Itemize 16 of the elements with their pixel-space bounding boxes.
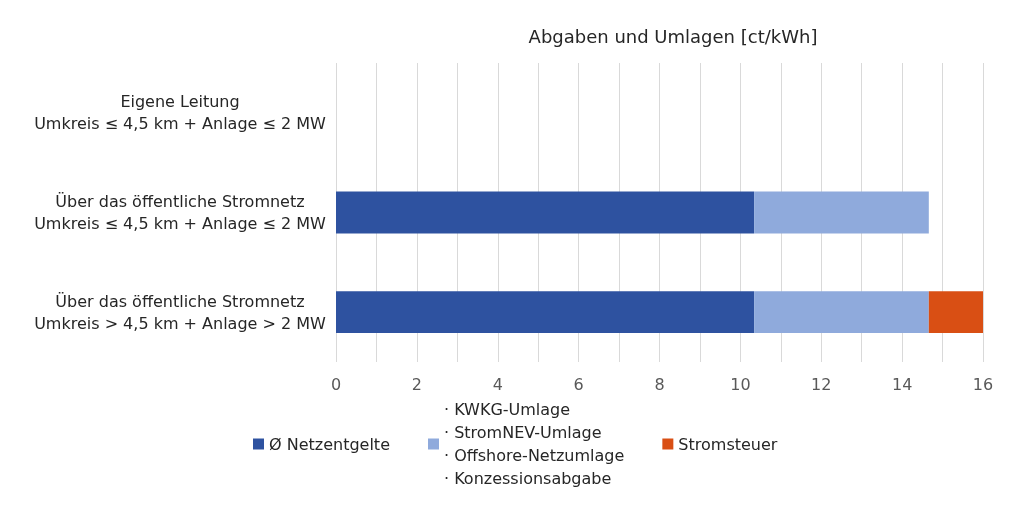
x-tick-label: 10: [730, 374, 751, 394]
y-tick-label: Über das öffentliche Stromnetz Umkreis ≤ 4,5 km + Anlage ≤ 2 MW: [34, 192, 327, 233]
x-tick-label: 16: [972, 374, 994, 394]
x-tick-label: 8: [654, 374, 665, 394]
y-tick-label: Eigene Leitung Umkreis ≤ 4,5 km + Anlage ≤ 2 MW: [34, 92, 327, 134]
y-tick-label: Über das öffentliche Stromnetz Umkreis > 4,5 km + Anlage > 2 MW: [34, 291, 327, 333]
x-tick-label: 14: [891, 374, 913, 394]
x-tick-label: 2: [411, 374, 422, 394]
chart-title: Abgaben und Umlagen [ct/kWh]: [528, 25, 818, 47]
legend-label: Ø Netzentgelte: [269, 434, 390, 454]
legend-label: Stromsteuer: [678, 434, 778, 454]
legend-label: · KWKG-Umlage · StromNEV-Umlage · Offshore-Netzumlage · Konzessionsabgabe: [443, 400, 625, 488]
x-tick-label: 0: [330, 374, 342, 394]
x-tick-label: 4: [492, 374, 503, 394]
x-tick-label: 6: [573, 374, 584, 394]
x-tick-label: 12: [811, 374, 832, 394]
